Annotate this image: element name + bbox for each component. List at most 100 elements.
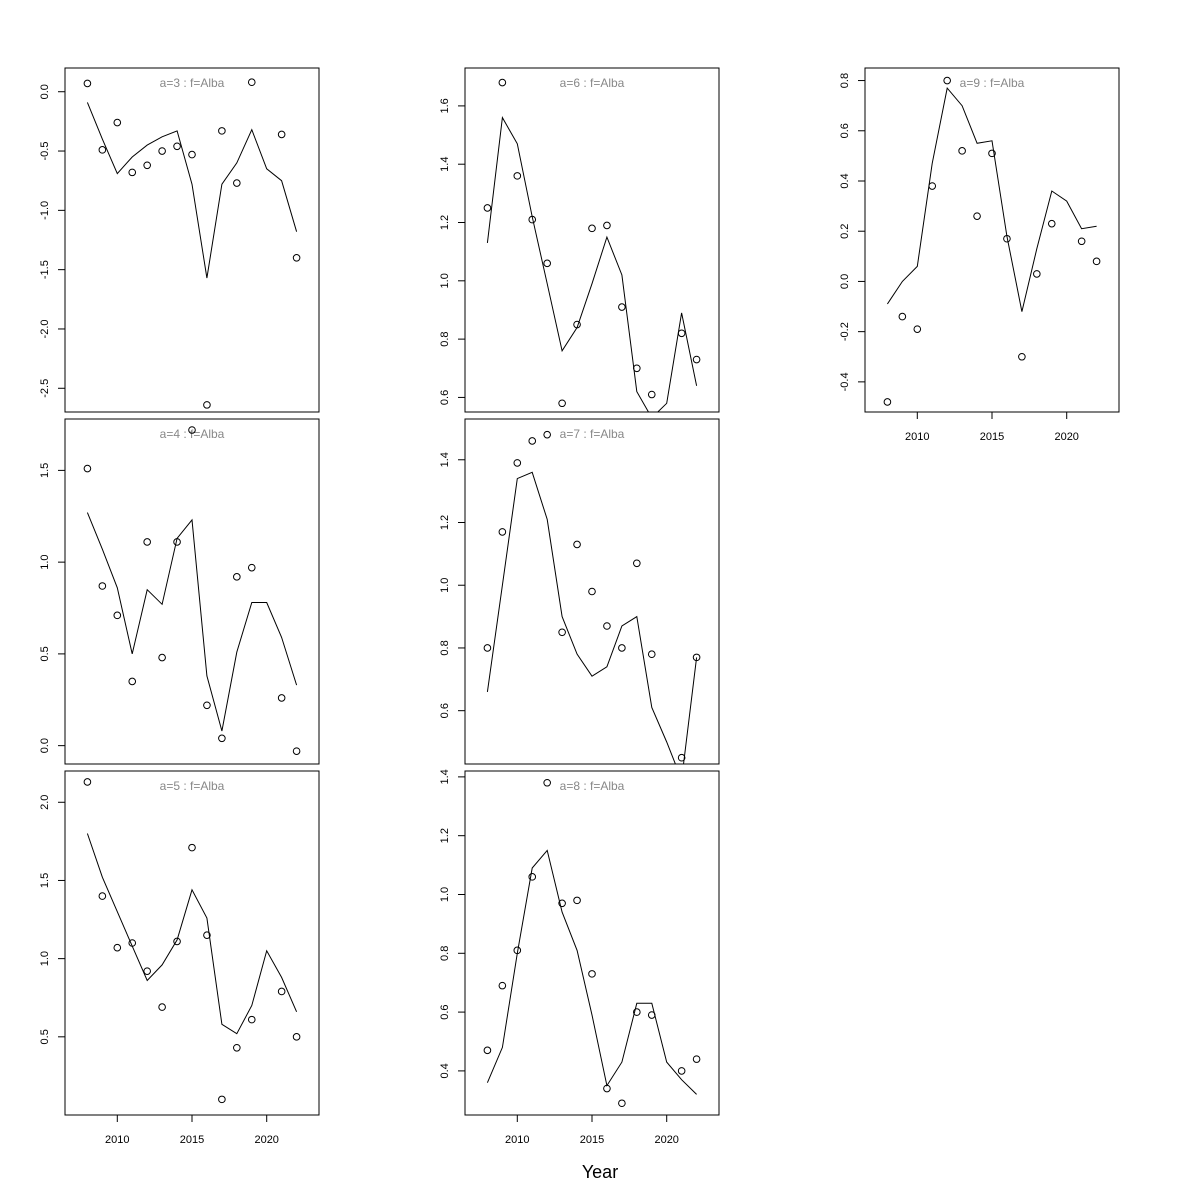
observed-point [647, 650, 656, 659]
panel-frame [464, 67, 720, 413]
observed-point [498, 78, 507, 87]
panel-title: a=6 : f=Alba [560, 76, 625, 90]
observed-point [677, 753, 686, 762]
observed-point [247, 1015, 256, 1024]
plot-area [483, 78, 701, 412]
observed-point [618, 644, 626, 652]
fitted-line [486, 116, 698, 412]
observed-point [83, 778, 92, 786]
observed-point [483, 644, 492, 652]
observed-point [143, 967, 151, 975]
observed-point [113, 118, 122, 127]
observed-point [528, 215, 537, 224]
observed-point [677, 1067, 686, 1075]
plot-area [83, 778, 301, 1104]
observed-point [677, 329, 686, 338]
y-tick-label: 1.5 [39, 463, 51, 478]
observed-point [203, 701, 211, 710]
y-tick-label: -1.5 [39, 260, 51, 279]
y-tick-label: 0.5 [39, 1029, 51, 1044]
panel-frame [64, 418, 320, 765]
y-tick-label: 1.0 [39, 554, 51, 569]
observed-point [128, 939, 137, 947]
observed-point [233, 573, 241, 581]
y-tick-label: 0.6 [439, 703, 451, 718]
y-tick-label: 1.0 [439, 578, 451, 593]
panel-title: a=8 : f=Alba [560, 779, 625, 793]
observed-point [603, 1084, 611, 1093]
observed-point [543, 778, 551, 787]
observed-point [513, 946, 522, 955]
observed-point [692, 1055, 701, 1063]
observed-point [928, 182, 937, 190]
observed-point [692, 653, 701, 662]
observed-point [558, 399, 566, 408]
observed-point [498, 981, 507, 990]
observed-point [913, 325, 922, 333]
panel-frame [64, 67, 320, 413]
observed-point [173, 142, 181, 151]
observed-point [528, 873, 537, 881]
observed-point [988, 149, 996, 158]
observed-point [633, 1008, 641, 1016]
observed-point [943, 76, 951, 85]
observed-point [633, 364, 641, 373]
fitted-line [86, 102, 298, 279]
y-tick-label: 0.8 [439, 331, 451, 346]
x-tick-label: 2015 [180, 1134, 204, 1146]
observed-point [1047, 219, 1056, 228]
observed-point [603, 622, 611, 630]
y-tick-label: 1.4 [439, 452, 451, 467]
observed-point [573, 896, 581, 905]
y-tick-label: 1.2 [439, 215, 451, 230]
y-tick-label: -0.4 [839, 372, 851, 391]
fitted-line [86, 833, 298, 1035]
observed-point [277, 987, 286, 996]
observed-point [98, 146, 107, 154]
x-tick-label: 2020 [1054, 431, 1078, 443]
y-tick-label: 1.6 [439, 98, 451, 113]
observed-point [218, 734, 226, 743]
y-tick-label: 0.8 [439, 946, 451, 961]
observed-point [188, 426, 196, 434]
plot-area [83, 426, 301, 755]
y-tick-label: 0.4 [839, 173, 851, 188]
observed-point [277, 694, 286, 702]
observed-point [603, 221, 611, 230]
y-tick-label: 0.6 [439, 390, 451, 405]
y-tick-label: -2.5 [39, 379, 51, 398]
observed-point [143, 161, 151, 170]
y-tick-label: 1.2 [439, 828, 451, 843]
observed-point [158, 653, 166, 662]
panel-6: a=8 : f=Alba 0.4 0.6 0.8 1.0 1.2 1.4 2010 2015 20… [439, 769, 720, 1146]
y-tick-label: -1.0 [39, 201, 51, 220]
panel-title: a=9 : f=Alba [960, 76, 1025, 90]
observed-point [513, 459, 522, 467]
panel-5: a=7 : f=Alba 0.6 0.8 1.0 1.2 1.4 [439, 418, 720, 765]
plot-area [883, 76, 1101, 406]
plot-area [483, 778, 701, 1108]
observed-point [83, 79, 92, 88]
y-tick-label: 0.6 [439, 1004, 451, 1019]
y-tick-label: 0.0 [839, 274, 851, 289]
fitted-line [486, 471, 698, 764]
y-tick-label: 0.5 [39, 646, 51, 661]
observed-point [128, 677, 137, 686]
observed-point [528, 437, 537, 445]
observed-point [558, 899, 566, 908]
x-tick-label: 2020 [254, 1134, 278, 1146]
observed-point [883, 398, 892, 406]
x-tick-label: 2020 [654, 1134, 678, 1146]
observed-point [543, 430, 551, 439]
observed-point [218, 1095, 226, 1104]
observed-point [558, 628, 566, 637]
plot-area [83, 78, 301, 409]
panel-title: a=3 : f=Alba [160, 76, 225, 90]
panel-7: a=9 : f=Alba -0.4 -0.2 0.0 0.2 0.4 0.6 0.8 2010 2… [839, 67, 1120, 443]
fitted-line [86, 512, 298, 732]
observed-point [188, 843, 196, 852]
panel-frame [864, 67, 1120, 413]
x-tick-label: 2010 [105, 1134, 129, 1146]
observed-point [113, 611, 122, 620]
panels: a=3 : f=Alba 0.0 -0.5 -1.0 -1.5 -2.0 -2.5 a=4 :… [39, 67, 1120, 1146]
